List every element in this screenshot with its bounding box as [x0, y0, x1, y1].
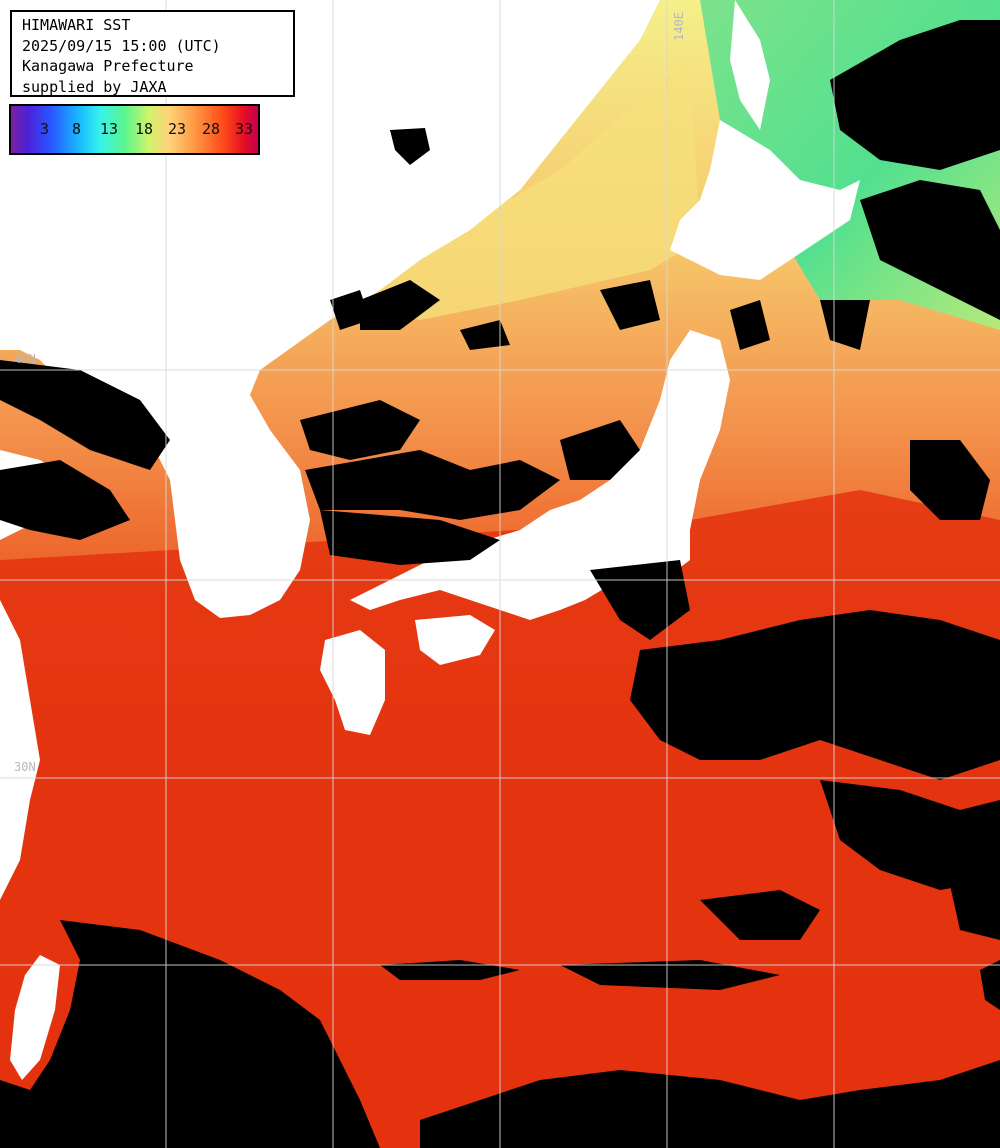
lat-label-40n: 40N — [14, 352, 36, 366]
lat-label-30n: 30N — [14, 760, 36, 774]
map-attribution: supplied by JAXA — [22, 77, 167, 96]
scale-label-13: 13 — [100, 120, 119, 138]
taiwan — [10, 955, 60, 1080]
scale-label-28: 28 — [202, 120, 221, 138]
scale-label-23: 23 — [168, 120, 187, 138]
temperature-scale: 3 8 13 18 23 28 33 — [9, 104, 260, 155]
map-info-box: HIMAWARI SST 2025/09/15 15:00 (UTC) Kana… — [10, 10, 295, 97]
map-timestamp: 2025/09/15 15:00 (UTC) — [22, 36, 221, 55]
scale-label-3: 3 — [40, 120, 50, 138]
scale-label-18: 18 — [135, 120, 154, 138]
scale-label-33: 33 — [235, 120, 254, 138]
shikoku — [415, 615, 495, 665]
cloud-masks — [0, 20, 1000, 1148]
honshu — [350, 330, 730, 620]
map-title: HIMAWARI SST — [22, 16, 131, 34]
china-coast-south — [0, 600, 40, 900]
map-prefecture: Kanagawa Prefecture — [22, 57, 194, 75]
hokkaido — [670, 120, 860, 280]
sakhalin — [730, 0, 770, 130]
lon-label-140e: 140E — [672, 12, 686, 41]
scale-label-8: 8 — [72, 120, 82, 138]
kyushu — [320, 630, 385, 735]
